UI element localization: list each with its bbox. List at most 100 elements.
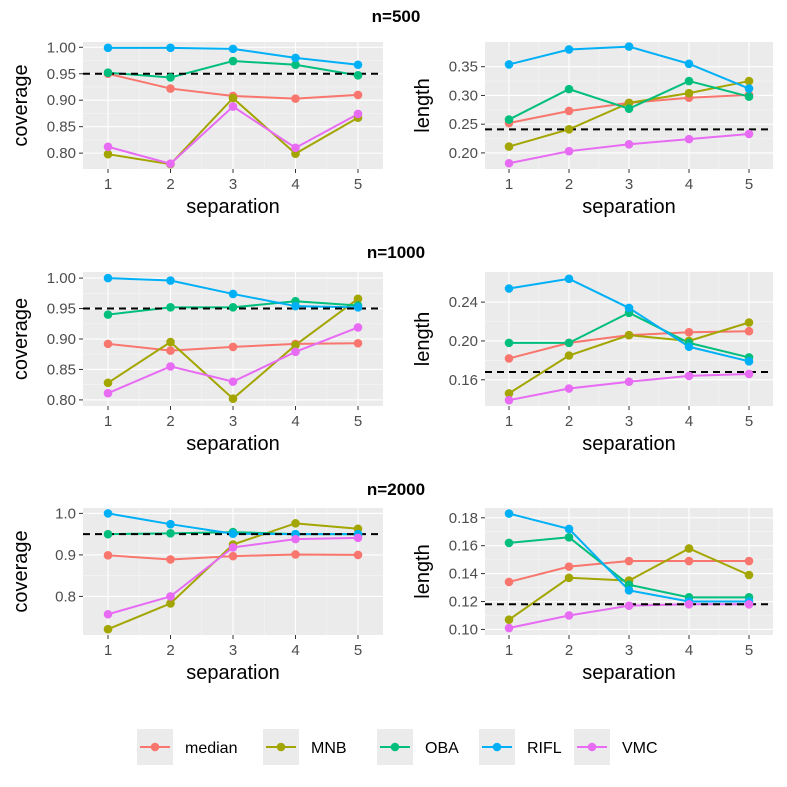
data-point-VMC — [291, 143, 300, 153]
y-tick-label: 0.90 — [47, 331, 76, 348]
data-point-VMC — [564, 384, 574, 393]
data-point-median — [166, 555, 175, 564]
data-point-VMC — [166, 159, 175, 169]
data-point-median — [228, 551, 238, 561]
y-tick-label: 0.80 — [47, 145, 76, 162]
data-point-median — [103, 551, 113, 560]
x-tick-label: 5 — [745, 642, 753, 659]
legend-label: MNB — [311, 740, 347, 757]
y-tick-label: 0.18 — [449, 510, 478, 527]
data-point-RIFL — [564, 274, 574, 284]
panels: 0.800.850.900.951.001 2 3 4 5separationcover… — [10, 39, 773, 684]
row-title-1: n=1000 — [367, 243, 425, 262]
y-tick-label: 0.24 — [449, 294, 478, 311]
data-point-RIFL — [166, 276, 175, 285]
data-point-OBA — [166, 73, 175, 82]
data-point-median — [504, 354, 514, 363]
y-tick-label: 1.0 — [55, 505, 76, 522]
y-tick-label: 0.95 — [47, 66, 76, 83]
data-point-VMC — [684, 134, 694, 144]
data-point-VMC — [624, 377, 634, 387]
x-tick-label: 4 — [291, 642, 299, 659]
data-point-OBA — [624, 104, 634, 113]
data-point-MNB — [744, 76, 754, 86]
data-point-OBA — [103, 310, 113, 319]
y-axis-title: length — [412, 312, 434, 367]
data-point-MNB — [504, 615, 514, 624]
x-axis-title: separation — [582, 662, 675, 684]
y-tick-label: 0.35 — [449, 59, 478, 76]
y-tick-label: 0.14 — [449, 566, 478, 583]
data-point-OBA — [564, 338, 574, 348]
y-tick-label: 0.9 — [55, 547, 76, 564]
data-point-OBA — [564, 533, 574, 542]
panel-0-0: 0.80 0.85 0.90 0.95 1.00 1 2 3 4 5 separation cover… — [10, 39, 383, 218]
data-point-OBA — [353, 71, 363, 80]
data-point-median — [744, 556, 754, 566]
data-point-RIFL — [291, 53, 300, 63]
y-tick-label: 0.10 — [449, 621, 478, 638]
data-point-VMC — [103, 388, 113, 398]
data-point-median — [564, 562, 574, 571]
data-point-VMC — [504, 158, 514, 168]
x-tick-label: 5 — [354, 642, 362, 659]
data-point-MNB — [504, 389, 514, 398]
data-point-OBA — [744, 92, 754, 101]
data-point-VMC — [166, 362, 175, 371]
data-point-VMC — [744, 599, 754, 609]
data-point-MNB — [291, 340, 300, 350]
x-tick-label: 2 — [166, 642, 174, 659]
data-point-RIFL — [103, 43, 113, 53]
panel-2-1: 0.10 0.12 0.14 0.16 0.18 1 2 3 4 5 separation lengt… — [412, 508, 773, 684]
data-point-VMC — [103, 142, 113, 152]
y-axis-title: coverage — [10, 64, 32, 146]
data-point-VMC — [684, 599, 694, 609]
data-point-median — [228, 342, 238, 352]
data-point-OBA — [504, 338, 514, 348]
x-tick-label: 1 — [505, 413, 513, 430]
data-point-median — [166, 84, 175, 93]
data-point-MNB — [624, 330, 634, 340]
y-axis-title: length — [412, 544, 434, 599]
panel-2-0: 0.8 0.9 1.0 1 2 3 4 5 separation coverage — [10, 505, 383, 684]
data-point-OBA — [684, 76, 694, 86]
data-point-OBA — [166, 529, 175, 538]
data-point-MNB — [228, 394, 238, 403]
legend-key-point — [276, 742, 286, 752]
data-point-RIFL — [353, 303, 363, 312]
data-point-median — [103, 339, 113, 349]
y-tick-label: 0.8 — [55, 588, 76, 605]
data-point-median — [166, 346, 175, 355]
data-point-median — [353, 90, 363, 100]
data-point-median — [564, 106, 574, 116]
data-point-OBA — [103, 529, 113, 539]
legend-item-RIFL: RIFL — [479, 729, 562, 765]
data-point-VMC — [353, 533, 363, 543]
y-axis-title: coverage — [10, 298, 32, 380]
data-point-MNB — [684, 88, 694, 98]
x-tick-label: 3 — [229, 176, 237, 193]
legend-item-VMC: VMC — [574, 729, 658, 765]
row-title-0: n=500 — [372, 7, 421, 26]
data-point-VMC — [504, 623, 514, 633]
data-point-MNB — [166, 599, 175, 608]
x-tick-label: 2 — [166, 176, 174, 193]
y-tick-label: 0.25 — [449, 116, 478, 133]
x-tick-label: 4 — [291, 176, 299, 193]
data-point-RIFL — [684, 342, 694, 352]
x-tick-label: 3 — [625, 413, 633, 430]
data-point-MNB — [291, 519, 300, 528]
y-tick-label: 0.85 — [47, 361, 76, 378]
data-point-OBA — [504, 115, 514, 124]
data-point-median — [291, 550, 300, 559]
data-point-VMC — [228, 543, 238, 552]
x-tick-label: 4 — [685, 413, 693, 430]
panel-1-1: 0.16 0.20 0.24 1 2 3 4 5 separation length — [412, 272, 773, 455]
x-tick-label: 1 — [104, 176, 112, 193]
data-point-MNB — [103, 378, 113, 388]
legend-key-point — [390, 742, 400, 752]
y-tick-label: 0.95 — [47, 301, 76, 318]
data-point-median — [353, 550, 363, 560]
y-tick-label: 0.12 — [449, 594, 478, 611]
